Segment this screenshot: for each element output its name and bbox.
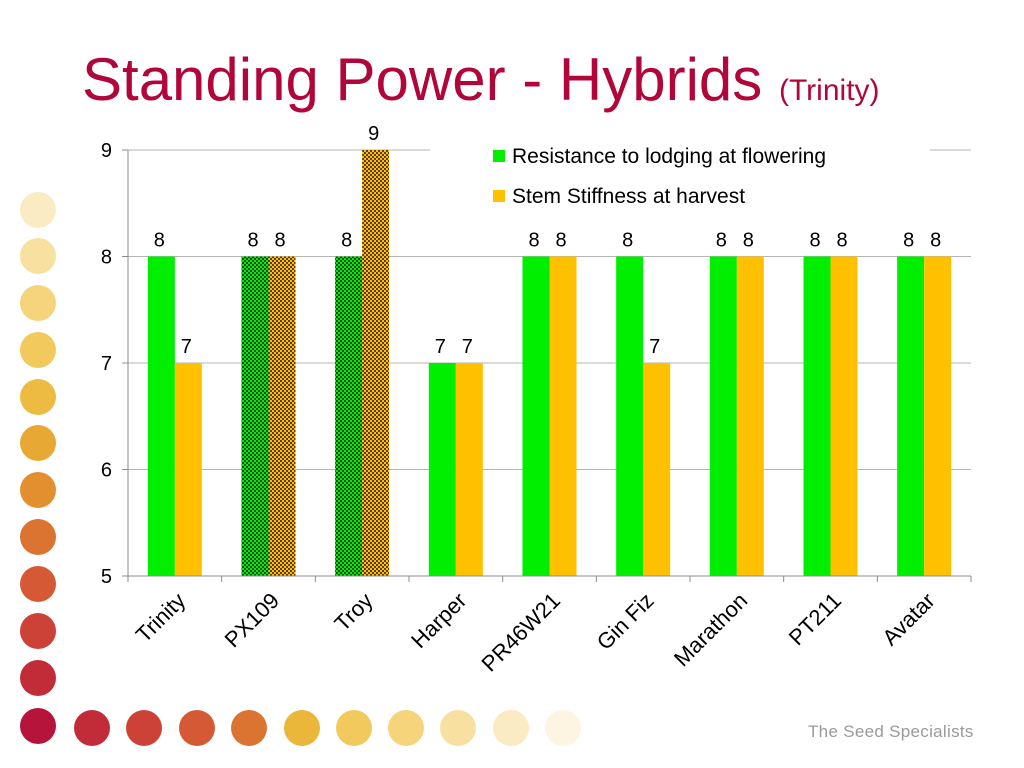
decorative-dot xyxy=(336,710,372,746)
x-category-label: Gin Fiz xyxy=(592,588,659,655)
decorative-dot xyxy=(388,710,424,746)
x-category-label: PX109 xyxy=(220,588,284,652)
data-label: 8 xyxy=(247,230,258,252)
bar-stiffness-marathon xyxy=(736,256,764,576)
bar-resistance-pt211 xyxy=(803,256,831,576)
data-label: 7 xyxy=(435,336,446,358)
bar-resistance-troy xyxy=(335,256,363,576)
decorative-dot xyxy=(20,238,56,274)
data-label: 7 xyxy=(649,336,660,358)
bar-resistance-avatar xyxy=(897,256,925,576)
decorative-dot xyxy=(284,710,320,746)
x-category-label: PR46W21 xyxy=(476,588,565,677)
legend-swatch xyxy=(493,190,505,202)
decorative-dot xyxy=(20,192,56,228)
data-label: 9 xyxy=(368,123,379,145)
x-category-label: Trinity xyxy=(131,588,190,647)
x-category-label: PT211 xyxy=(784,588,846,650)
bar-stiffness-avatar xyxy=(924,256,952,576)
legend-label: Stem Stiffness at harvest xyxy=(512,185,745,208)
decorative-dot xyxy=(179,710,215,746)
data-label: 8 xyxy=(743,230,754,252)
x-category-label: Harper xyxy=(406,588,471,653)
legend-background xyxy=(430,140,930,210)
y-tick-label: 5 xyxy=(101,566,112,588)
bar-resistance-harper xyxy=(428,363,456,576)
y-tick-label: 6 xyxy=(101,460,112,482)
brand-text: The Seed Specialists xyxy=(808,722,974,741)
bar-stiffness-pr46w21 xyxy=(549,256,577,576)
data-label: 8 xyxy=(528,230,539,252)
data-label: 8 xyxy=(341,230,352,252)
bar-stiffness-pt211 xyxy=(830,256,858,576)
data-label: 8 xyxy=(930,230,941,252)
bar-stiffness-troy xyxy=(362,150,390,576)
data-label: 8 xyxy=(154,230,165,252)
data-label: 8 xyxy=(809,230,820,252)
decorative-dot xyxy=(493,710,529,746)
y-tick-label: 8 xyxy=(101,247,112,269)
data-label: 8 xyxy=(274,230,285,252)
y-tick-label: 7 xyxy=(101,353,112,375)
bar-stiffness-px109 xyxy=(268,256,296,576)
legend-label: Resistance to lodging at flowering xyxy=(512,145,826,168)
decorative-dot xyxy=(20,519,56,555)
data-label: 7 xyxy=(181,336,192,358)
legend: Resistance to lodging at flowering Stem S… xyxy=(430,140,930,210)
decorative-dot xyxy=(126,710,162,746)
x-category-label: Avatar xyxy=(877,588,939,650)
decorative-dot xyxy=(20,708,56,744)
title-main: Standing Power - Hybrids xyxy=(82,46,763,113)
data-labels: 878 8 897 78 8 878 8 8 8 8 8 xyxy=(154,123,941,358)
bar-resistance-trinity xyxy=(147,256,175,576)
legend-swatch xyxy=(493,150,505,162)
title-subtitle: (Trinity) xyxy=(778,74,880,107)
decorative-dot xyxy=(20,332,56,368)
decorative-dot xyxy=(20,660,56,696)
data-label: 8 xyxy=(555,230,566,252)
decorative-dot xyxy=(74,710,110,746)
decorative-dot xyxy=(440,710,476,746)
decorative-dot xyxy=(545,710,581,746)
data-label: 7 xyxy=(462,336,473,358)
bar-resistance-marathon xyxy=(709,256,737,576)
bar-resistance-gin-fiz xyxy=(616,256,644,576)
y-tick-label: 9 xyxy=(101,140,112,162)
decorative-dot xyxy=(20,425,56,461)
x-category-label: Troy xyxy=(329,588,377,636)
bar-stiffness-trinity xyxy=(174,363,202,576)
data-label: 8 xyxy=(903,230,914,252)
data-label: 8 xyxy=(836,230,847,252)
decorative-dot xyxy=(231,710,267,746)
decorative-dot xyxy=(20,566,56,602)
decorative-dot xyxy=(20,379,56,415)
x-category-label: Marathon xyxy=(669,588,752,671)
decorative-dot xyxy=(20,472,56,508)
data-label: 8 xyxy=(622,230,633,252)
bar-resistance-px109 xyxy=(241,256,269,576)
bar-stiffness-gin-fiz xyxy=(643,363,671,576)
slide-title: Standing Power - Hybrids (Trinity) xyxy=(82,44,880,127)
data-label: 8 xyxy=(716,230,727,252)
bar-resistance-pr46w21 xyxy=(522,256,550,576)
bar-stiffness-harper xyxy=(455,363,483,576)
decorative-dot xyxy=(20,285,56,321)
bars xyxy=(147,150,952,576)
decorative-dot xyxy=(20,613,56,649)
